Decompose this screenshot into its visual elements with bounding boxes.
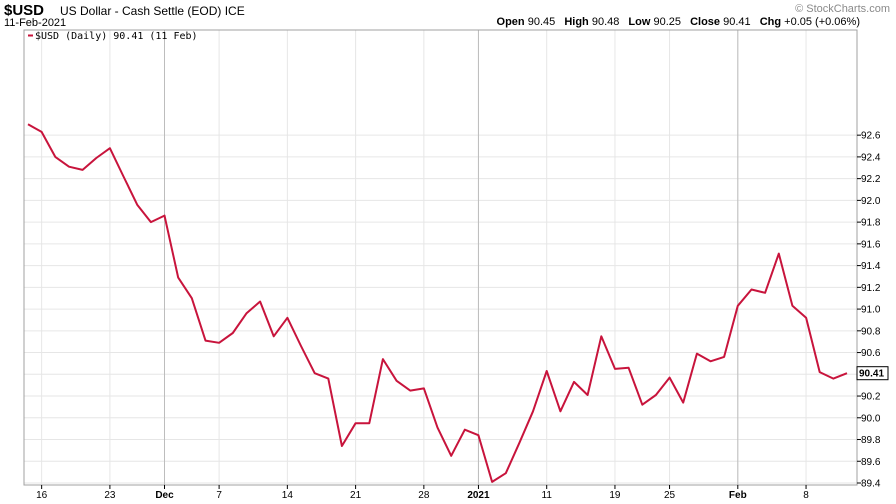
- legend: $USD (Daily) 90.41 (11 Feb): [28, 31, 198, 42]
- y-tick-label: 90.0: [861, 413, 881, 424]
- y-tick-label: 92.6: [861, 131, 881, 142]
- grid-layer: [24, 30, 857, 485]
- y-tick-label: 90.2: [861, 392, 881, 403]
- y-tick-label: 91.4: [861, 261, 881, 272]
- x-tick-label: 16: [36, 490, 48, 501]
- x-tick-label: 19: [609, 490, 621, 501]
- open-value: 90.45: [527, 16, 556, 28]
- y-tick-label: 91.8: [861, 218, 881, 229]
- symbol-description: US Dollar - Cash Settle (EOD) ICE: [60, 4, 245, 18]
- y-tick-label: 90.8: [861, 326, 881, 337]
- y-tick-label: 89.4: [861, 479, 881, 490]
- y-axis: 89.489.689.890.090.290.490.690.891.091.2…: [857, 131, 881, 490]
- chg-label: Chg: [759, 16, 782, 28]
- y-tick-label: 92.0: [861, 196, 881, 207]
- legend-label: $USD (Daily) 90.41 (11 Feb): [35, 31, 198, 42]
- x-tick-label: Feb: [729, 490, 747, 501]
- y-tick-label: 90.6: [861, 348, 881, 359]
- price-tag-box: [856, 366, 889, 381]
- low-value: 90.25: [653, 16, 682, 28]
- high-label: High: [564, 16, 589, 28]
- chg-value: +0.05 (+0.06%): [784, 16, 860, 28]
- open-label: Open: [496, 16, 525, 28]
- copyright: © StockCharts.com: [795, 3, 890, 15]
- ohlc-readout: Open 90.45 High 90.48 Low 90.25 Close 90…: [497, 16, 860, 28]
- y-tick-label: 91.0: [861, 305, 881, 316]
- x-tick-label: 28: [418, 490, 430, 501]
- x-tick-label: 11: [542, 490, 553, 501]
- x-tick-label: 2021: [467, 490, 490, 501]
- price-series-line: [27, 123, 848, 483]
- close-value: 90.41: [723, 16, 751, 28]
- low-label: Low: [628, 16, 651, 28]
- y-tick-label: 91.6: [861, 239, 881, 250]
- exchange-text: ICE: [224, 4, 245, 18]
- y-tick-label: 89.8: [861, 435, 881, 446]
- y-tick-label: 91.2: [861, 283, 881, 294]
- x-tick-label: 25: [664, 490, 676, 501]
- high-value: 90.48: [591, 16, 620, 28]
- x-tick-label: 21: [350, 490, 362, 501]
- y-tick-label: 89.6: [861, 457, 881, 468]
- description-text: US Dollar - Cash Settle (EOD): [60, 4, 222, 18]
- plot-frame: [23, 29, 858, 486]
- x-tick-label: 14: [282, 490, 294, 501]
- symbol: $USD: [4, 2, 45, 19]
- price-tag-value: 90.41: [859, 369, 884, 380]
- x-tick-label: Dec: [155, 490, 174, 501]
- chart-header: $USD US Dollar - Cash Settle (EOD) ICE 1…: [0, 0, 896, 30]
- x-tick-label: 8: [803, 490, 809, 501]
- chart-date: 11-Feb-2021: [4, 17, 67, 29]
- y-tick-label: 92.2: [861, 174, 881, 185]
- x-tick-label: 23: [104, 490, 116, 501]
- last-price-tag: 90.41: [856, 366, 889, 381]
- y-tick-label: 92.4: [861, 152, 881, 163]
- line-layer: [27, 123, 848, 483]
- close-label: Close: [690, 16, 721, 28]
- x-axis: 16 23 Dec 7 14 21 28 2021 11 19 25 Feb 8: [36, 485, 809, 501]
- x-tick-label: 7: [216, 490, 222, 501]
